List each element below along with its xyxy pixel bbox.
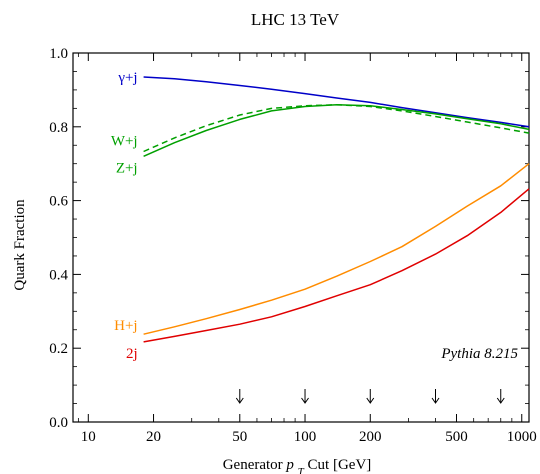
- series-label-W+j: W+j: [111, 134, 138, 150]
- x-axis-label-var: p: [285, 457, 294, 473]
- series-label-2j: 2j: [126, 346, 138, 362]
- series-line-2j: [143, 188, 530, 343]
- plot-area: 10 20 50 100 200 500 1000 0.0 0.2 0.4 0.6 0.8 1.0 γ+j…: [49, 46, 537, 445]
- x-tick-label: 20: [146, 429, 161, 445]
- series-label-Z+j: Z+j: [116, 160, 138, 176]
- x-tick-label: 500: [445, 429, 468, 445]
- y-tick-label: 1.0: [49, 46, 68, 62]
- x-tick-label: 200: [359, 429, 382, 445]
- plot-frame: [72, 52, 530, 423]
- x-tick-label: 100: [294, 429, 317, 445]
- series-line-γ+j: [143, 76, 530, 128]
- x-axis-label-prefix: Generator: [223, 457, 287, 473]
- y-tick-label: 0.8: [49, 120, 68, 136]
- y-tick-label: 0.4: [49, 267, 68, 283]
- x-tick-label: 10: [81, 429, 96, 445]
- y-tick-label: 0.6: [49, 194, 68, 210]
- arrow-head: [366, 397, 375, 404]
- series-label-H+j: H+j: [114, 318, 137, 334]
- arrow-head: [496, 397, 505, 404]
- arrow-head: [235, 397, 244, 404]
- x-tick-label: 1000: [507, 429, 537, 445]
- series-line-W+j: [143, 103, 530, 153]
- y-axis-label: Quark Fraction: [12, 199, 28, 291]
- pythia-annotation: Pythia 8.215: [440, 346, 518, 362]
- x-axis-label-sub: T: [298, 466, 305, 474]
- arrow-head: [431, 397, 440, 404]
- series-line-H+j: [143, 163, 530, 335]
- x-axis-label-suffix: Cut [GeV]: [308, 457, 372, 473]
- chart-title: LHC 13 TeV: [251, 10, 340, 29]
- series-line-Z+j: [143, 103, 530, 157]
- y-tick-label: 0.2: [49, 341, 68, 357]
- x-tick-label: 50: [232, 429, 247, 445]
- series-label-γ+j: γ+j: [117, 70, 137, 86]
- arrow-head: [301, 397, 309, 404]
- x-axis-label: Generator p T Cut [GeV]: [223, 457, 372, 474]
- y-tick-label: 0.0: [49, 415, 68, 431]
